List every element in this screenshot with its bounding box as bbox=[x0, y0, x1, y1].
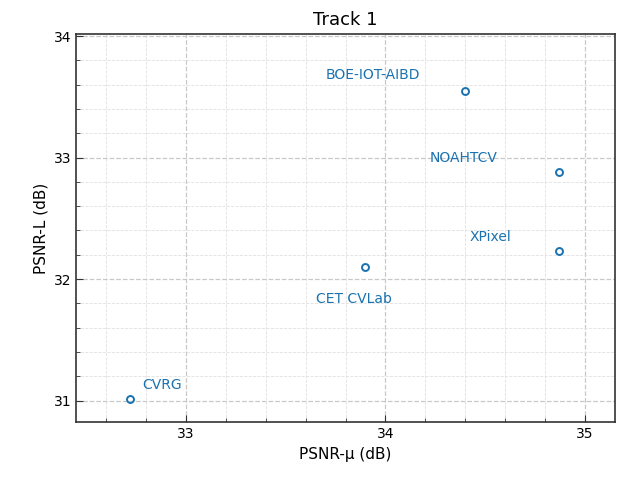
Text: XPixel: XPixel bbox=[469, 230, 511, 244]
Text: CET CVLab: CET CVLab bbox=[316, 292, 391, 306]
Y-axis label: PSNR-L (dB): PSNR-L (dB) bbox=[33, 182, 48, 274]
Text: NOAHTCV: NOAHTCV bbox=[429, 151, 497, 165]
X-axis label: PSNR-μ (dB): PSNR-μ (dB) bbox=[299, 447, 392, 462]
Text: BOE-IOT-AIBD: BOE-IOT-AIBD bbox=[326, 68, 420, 82]
Title: Track 1: Track 1 bbox=[313, 11, 378, 29]
Text: CVRG: CVRG bbox=[142, 378, 181, 392]
